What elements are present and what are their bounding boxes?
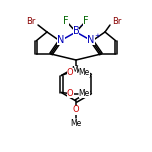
Text: B: B xyxy=(73,26,79,36)
Text: Br: Br xyxy=(112,17,122,26)
Text: O: O xyxy=(67,68,74,77)
Text: O: O xyxy=(73,105,79,114)
Text: F: F xyxy=(83,16,89,26)
Text: N: N xyxy=(57,35,65,45)
Text: Me: Me xyxy=(79,89,90,98)
Text: Me: Me xyxy=(79,68,90,77)
Text: Br: Br xyxy=(26,17,36,26)
Text: O: O xyxy=(67,89,74,98)
Text: +: + xyxy=(94,33,100,39)
Text: Me: Me xyxy=(71,66,82,75)
Text: N: N xyxy=(87,35,95,45)
Text: Me: Me xyxy=(70,119,82,128)
Text: ⁻: ⁻ xyxy=(79,22,83,31)
Text: F: F xyxy=(63,16,69,26)
